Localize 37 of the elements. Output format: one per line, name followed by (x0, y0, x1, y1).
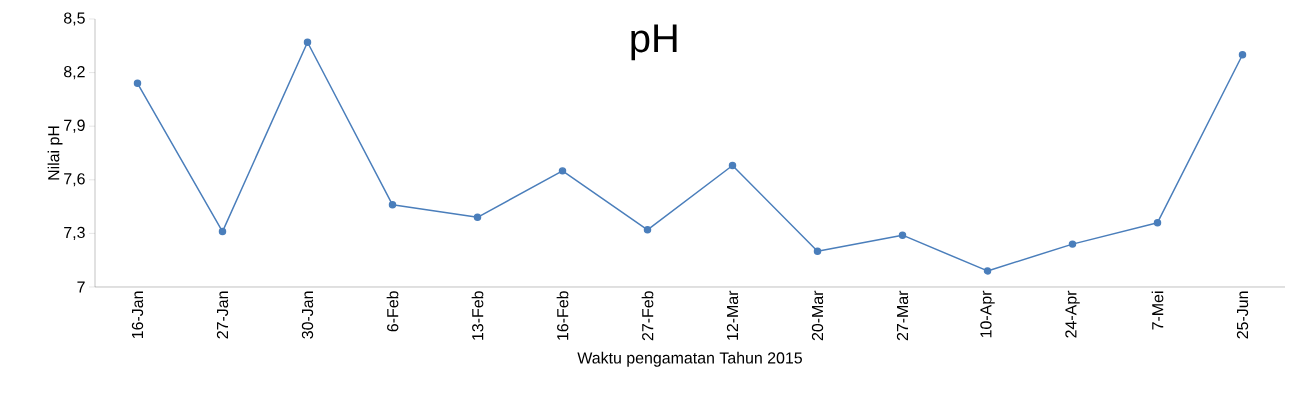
chart-title: pH (631, 24, 677, 61)
y-tick-label: 8,5 (64, 12, 85, 26)
point (728, 161, 737, 170)
point (218, 227, 227, 236)
x-tick-label: 13-Feb (471, 291, 484, 340)
point (473, 213, 482, 222)
x-axis-title: Waktu pengamatan Tahun 2015 (577, 351, 802, 367)
x-tick-label: 27-Mar (896, 290, 909, 341)
y-tick-label: 7,9 (64, 119, 85, 133)
point (133, 79, 142, 88)
point (813, 247, 822, 255)
y-tick-label: 8,2 (64, 66, 85, 80)
x-tick-label: 30-Jan (301, 291, 314, 339)
x-tick-label: 7-Mei (1151, 291, 1164, 330)
x-tick-label: 20-Mar (811, 290, 824, 341)
y-tick-label: 7,3 (64, 226, 85, 240)
x-tick-label: 25-Jun (1236, 291, 1249, 339)
point (303, 38, 312, 46)
point (898, 231, 907, 239)
point (1238, 50, 1247, 59)
x-tick-label: 16-Feb (556, 291, 569, 340)
x-tick-label: 16-Jan (131, 291, 144, 339)
x-tick-label: 6-Feb (386, 291, 399, 332)
y-tick-label: 7,6 (64, 173, 85, 187)
y-tick-label: 7 (77, 281, 85, 293)
point (388, 201, 397, 209)
point (983, 267, 992, 275)
x-tick-label: 27-Feb (641, 291, 654, 341)
point (1068, 240, 1077, 248)
y-axis-title: Nilai pH (47, 126, 63, 180)
x-tick-label: 12-Mar (726, 290, 739, 340)
x-tick-label: 27-Jan (216, 291, 229, 339)
point (643, 226, 652, 234)
x-tick-label: 10-Apr (980, 290, 995, 338)
point (1153, 218, 1162, 227)
point (558, 167, 567, 175)
x-tick-label: 24-Apr (1065, 290, 1080, 338)
